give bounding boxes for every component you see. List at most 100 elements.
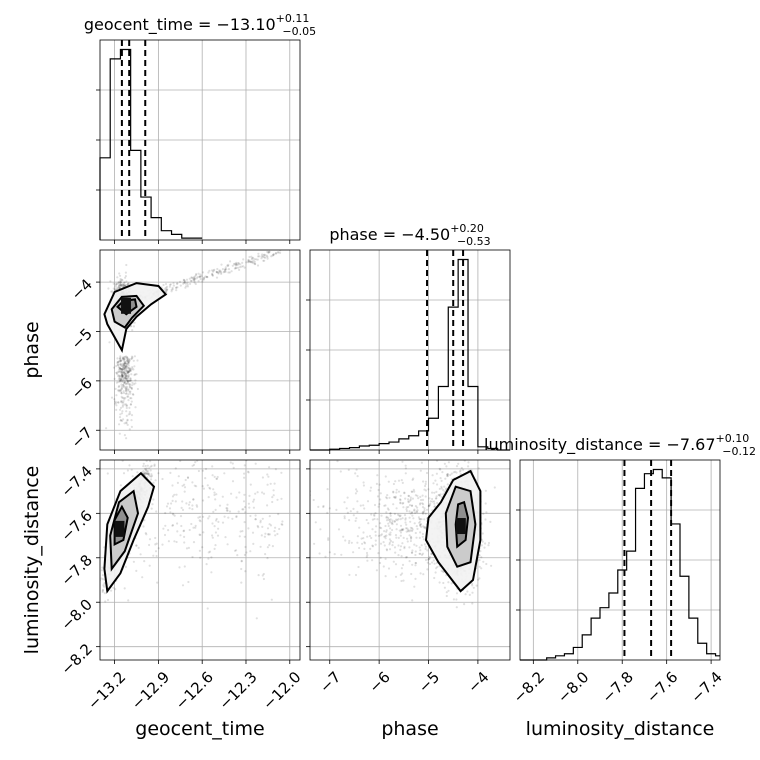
sample-point [118,367,121,370]
sample-point [428,562,431,566]
sample-point [153,464,156,467]
sample-point [153,454,155,456]
sample-point [490,564,493,567]
sample-point [405,506,408,509]
sample-point [121,404,124,407]
sample-point [459,454,461,456]
sample-point [117,375,120,378]
sample-point [408,510,411,513]
sample-point [374,539,377,542]
sample-point [410,551,414,554]
sample-point [126,379,129,382]
sample-point [237,262,240,265]
sample-point [384,575,387,578]
sample-point [117,281,120,284]
sample-point [130,386,133,389]
sample-point [119,484,122,487]
sample-point [166,288,169,291]
sample-point [119,388,122,392]
sample-point [243,472,246,475]
sample-point [268,250,271,254]
sample-point [459,469,462,472]
sample-point [134,382,137,385]
sample-point [235,515,238,518]
sample-point [116,357,119,360]
sample-point [192,463,196,466]
sample-point [392,560,395,563]
sample-point [271,254,274,257]
sample-point [379,542,383,545]
sample-point [393,546,397,549]
sample-point [132,393,135,396]
sample-point [119,279,122,282]
sample-point [165,286,168,289]
sample-point [182,279,186,282]
sample-point [225,268,228,271]
sample-point [253,258,256,261]
sample-point [122,378,126,381]
sample-point [388,543,391,546]
sample-point [207,551,210,554]
sample-point [272,253,275,256]
sample-point [261,255,264,258]
sample-point [123,355,127,358]
sample-point [188,528,191,532]
sample-point [267,251,270,255]
sample-point [124,382,127,385]
sample-point [127,379,130,382]
sample-point [391,541,394,544]
sample-point [263,256,266,259]
sample-point [139,436,141,438]
sample-point [117,401,120,404]
sample-point [347,541,351,545]
sample-point [442,581,445,585]
sample-point [190,522,193,526]
sample-point [183,483,186,486]
sample-point [243,464,246,467]
sample-point [352,514,355,517]
sample-point [135,544,138,547]
sample-point [417,516,420,519]
sample-point [236,554,239,557]
sample-point [239,530,242,533]
sample-point [124,373,127,376]
sample-point [122,357,125,360]
sample-point [212,510,215,513]
sample-point [395,507,398,510]
sample-point [472,586,475,589]
sample-point [366,554,369,557]
sample-point [121,365,124,368]
sample-point [126,362,129,365]
sample-point [171,499,174,502]
sample-point [202,278,206,281]
sample-point [120,285,123,288]
sample-point [356,490,359,493]
sample-point [131,366,134,369]
sample-point [266,255,269,258]
sample-point [377,552,380,555]
sample-point [244,511,247,514]
sample-point [123,284,126,287]
sample-point [274,468,277,471]
sample-point [123,363,126,366]
sample-point [124,377,128,380]
sample-point [183,281,186,284]
sample-point [363,547,366,551]
sample-point [128,383,131,387]
sample-point [210,571,213,574]
sample-point [278,542,280,544]
sample-point [197,280,200,283]
sample-point [109,280,112,283]
sample-point [411,490,414,493]
sample-point [394,495,397,498]
scatter-panel-luminosity_distance-vs-geocent_time [96,436,301,664]
sample-point [135,569,138,573]
sample-point [133,355,136,358]
sample-point [185,547,189,550]
sample-point [418,503,422,506]
sample-point [119,368,123,371]
sample-point [152,454,154,456]
sample-point [192,541,196,544]
sample-point [122,401,125,404]
sample-point [356,541,359,544]
